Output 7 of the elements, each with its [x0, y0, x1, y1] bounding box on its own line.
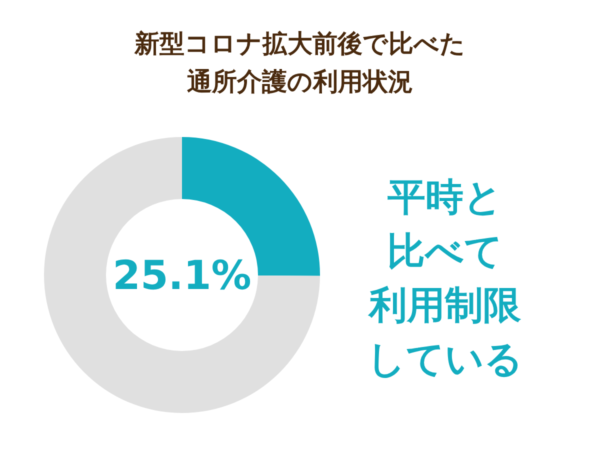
- text: 比べて: [387, 229, 503, 273]
- text: 利用制限: [367, 283, 522, 327]
- text: 平時と: [388, 175, 502, 219]
- chart-title: 新型コロナ拡大前後で比べた通所介護の利用状況: [134, 29, 466, 96]
- text: 25.1%: [112, 253, 252, 299]
- donut-slice: [44, 137, 320, 413]
- text: している: [367, 337, 523, 381]
